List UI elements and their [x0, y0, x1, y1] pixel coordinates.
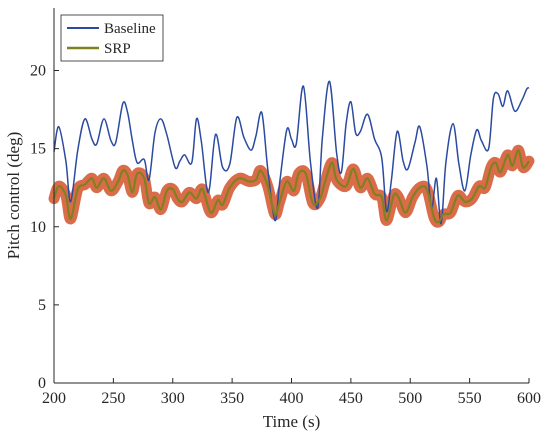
- y-tick-label: 10: [30, 219, 46, 236]
- x-axis-title: Time (s): [263, 412, 320, 431]
- y-tick-label: 15: [30, 141, 46, 158]
- y-tick-label: 5: [38, 297, 46, 314]
- x-tick-label: 200: [42, 390, 66, 407]
- x-tick-label: 550: [458, 390, 482, 407]
- x-tick-label: 300: [161, 390, 185, 407]
- x-tick-label: 250: [101, 390, 125, 407]
- y-axis-title: Pitch control (deg): [4, 132, 23, 259]
- x-tick-label: 600: [517, 390, 541, 407]
- legend-label-baseline: Baseline: [104, 21, 156, 37]
- x-tick-label: 400: [280, 390, 304, 407]
- series-line-baseline: [53, 80, 530, 225]
- x-tick-label: 500: [398, 390, 422, 407]
- legend-label-srp: SRP: [104, 41, 131, 57]
- series-line-srp: [52, 149, 530, 224]
- x-tick-label: 350: [220, 390, 244, 407]
- legend: Baseline SRP: [60, 14, 164, 62]
- y-tick-label: 0: [38, 375, 46, 392]
- y-tick-label: 20: [30, 63, 46, 80]
- x-tick-label: 450: [339, 390, 363, 407]
- legend-box: [60, 14, 164, 62]
